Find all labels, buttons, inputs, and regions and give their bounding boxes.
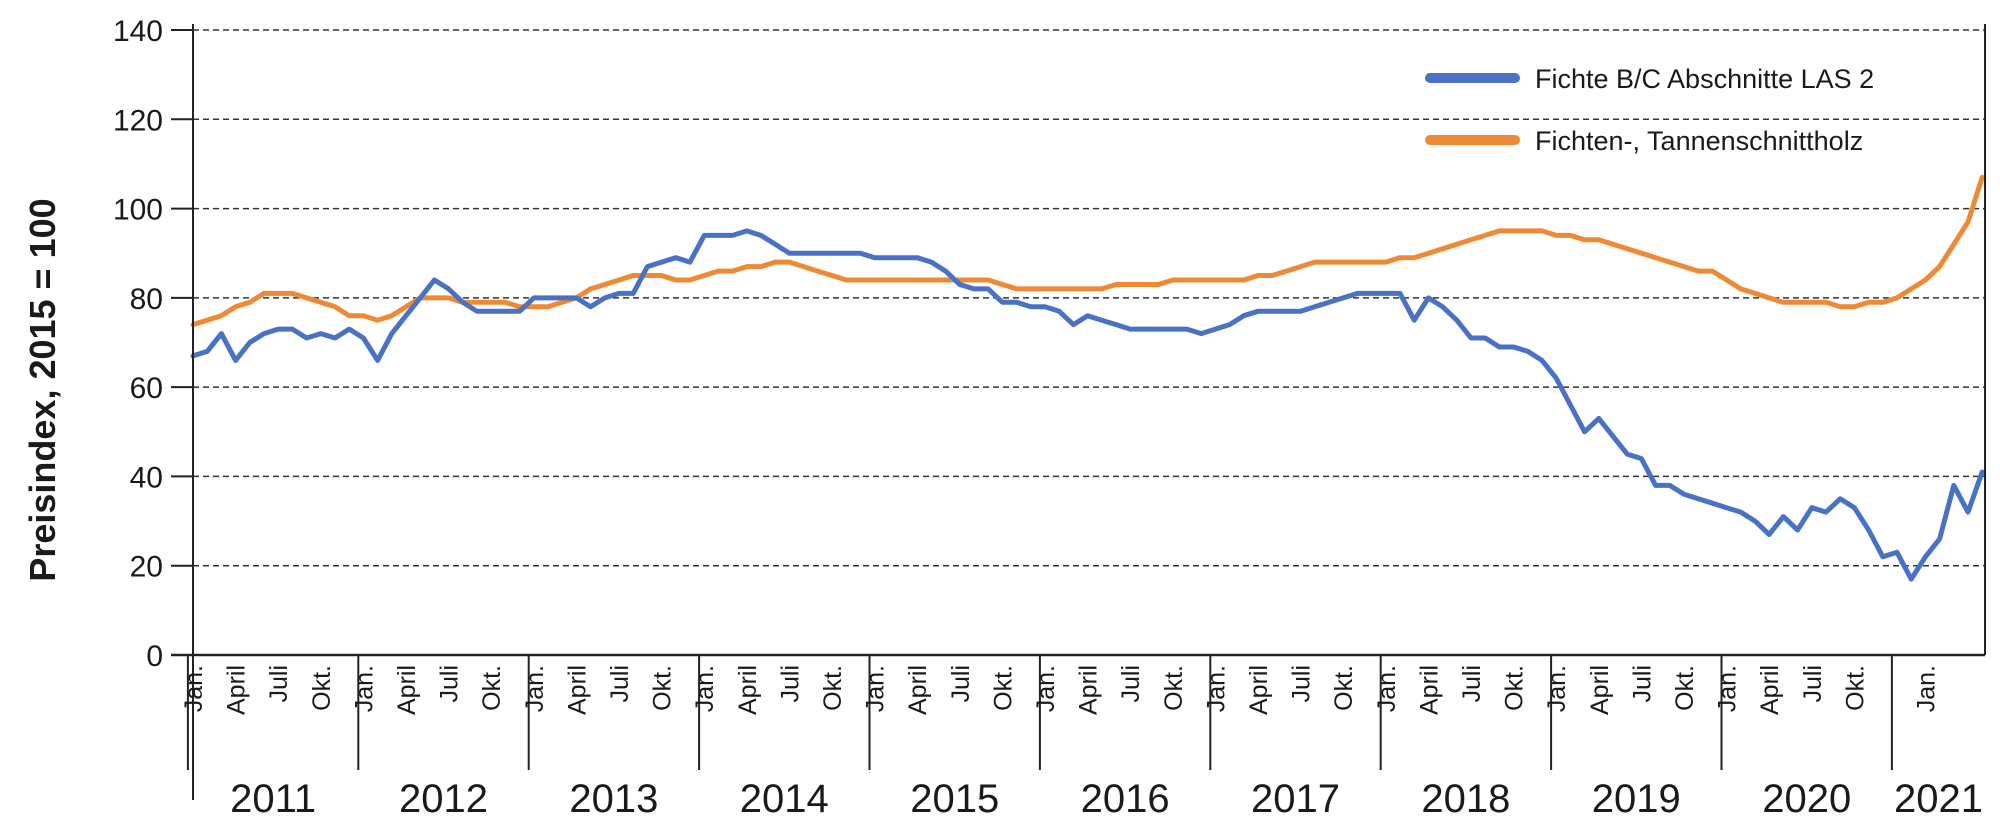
x-tick-month-label: Jan. [1912, 665, 1940, 712]
x-tick-month-label: Jan. [180, 665, 208, 712]
x-tick-month-label: Juli [776, 665, 804, 703]
x-tick-month-label: Jan. [350, 665, 378, 712]
y-tick-label: 80 [130, 283, 163, 316]
x-tick-month-label: Okt. [649, 665, 677, 711]
x-tick-year-label: 2012 [399, 777, 488, 821]
x-tick-month-label: Okt. [989, 665, 1017, 711]
x-tick-month-label: Okt. [1841, 665, 1869, 711]
x-tick-month-label: Okt. [1330, 665, 1358, 711]
x-tick-month-label: Okt. [1160, 665, 1188, 711]
legend-label: Fichten-, Tannenschnittholz [1535, 126, 1863, 156]
x-tick-month-label: Jan. [862, 665, 890, 712]
x-tick-month-label: Okt. [478, 665, 506, 711]
x-tick-month-label: Jan. [1714, 665, 1742, 712]
y-tick-label: 0 [146, 640, 163, 673]
x-tick-month-label: Juli [606, 665, 634, 703]
x-tick-month-label: Juli [1117, 665, 1145, 703]
x-tick-month-label: Juli [947, 665, 975, 703]
x-tick-month-label: Jan. [1543, 665, 1571, 712]
x-tick-year-label: 2013 [569, 777, 658, 821]
y-tick-label: 40 [130, 461, 163, 494]
axes [171, 24, 1986, 800]
x-tick-year-label: 2014 [740, 777, 829, 821]
x-tick-month-label: Okt. [1501, 665, 1529, 711]
x-tick-month-label: April [734, 665, 762, 715]
series-line-0 [190, 228, 1985, 582]
series-lines [190, 174, 1985, 582]
x-tick-month-label: April [904, 665, 932, 715]
x-tick-month-label: Juli [265, 665, 293, 703]
x-tick-month-label: Jan. [691, 665, 719, 712]
x-tick-month-label: Okt. [1671, 665, 1699, 711]
x-tick-month-label: Juli [1458, 665, 1486, 703]
x-tick-month-label: April [1075, 665, 1103, 715]
series-line-1 [190, 174, 1985, 328]
x-tick-year-label: 2015 [910, 777, 999, 821]
x-tick-year-label: 2019 [1592, 777, 1681, 821]
x-tick-month-label: Juli [1628, 665, 1656, 703]
y-tick-label: 20 [130, 551, 163, 584]
x-tick-month-label: April [1415, 665, 1443, 715]
y-tick-label: 140 [113, 15, 163, 48]
x-tick-year-label: 2020 [1762, 777, 1851, 821]
y-axis-label: Preisindex, 2015 = 100 [22, 198, 63, 581]
x-tick-month-label: April [1245, 665, 1273, 715]
y-tick-label: 60 [130, 372, 163, 405]
x-tick-month-label: Juli [1799, 665, 1827, 703]
x-tick-year-label: 2021 [1894, 777, 1983, 821]
x-tick-month-label: Juli [436, 665, 464, 703]
tick-labels: 0 20 40 60 80 100 120 140 Jan. April Juli Okt. 2011 J… [113, 15, 1983, 821]
x-tick-month-label: Okt. [308, 665, 336, 711]
x-tick-month-label: Jan. [1373, 665, 1401, 712]
x-tick-month-label: Okt. [819, 665, 847, 711]
legend: Fichte B/C Abschnitte LAS 2 Fichten-, Tan… [1425, 64, 1874, 156]
x-tick-month-label: Jan. [1032, 665, 1060, 712]
x-tick-month-label: April [563, 665, 591, 715]
legend-label: Fichte B/C Abschnitte LAS 2 [1535, 64, 1874, 94]
x-tick-year-label: 2016 [1081, 777, 1170, 821]
x-tick-year-label: 2017 [1251, 777, 1340, 821]
x-tick-year-label: 2018 [1421, 777, 1510, 821]
y-tick-label: 120 [113, 104, 163, 137]
y-tick-label: 100 [113, 194, 163, 227]
x-tick-year-label: 2011 [230, 777, 316, 821]
x-tick-month-label: April [223, 665, 251, 715]
x-tick-month-label: Jan. [521, 665, 549, 712]
x-tick-month-label: Jan. [1202, 665, 1230, 712]
x-tick-month-label: April [1756, 665, 1784, 715]
x-tick-month-label: April [393, 665, 421, 715]
x-tick-month-label: April [1586, 665, 1614, 715]
x-tick-month-label: Juli [1288, 665, 1316, 703]
grid-lines [193, 29, 1985, 567]
